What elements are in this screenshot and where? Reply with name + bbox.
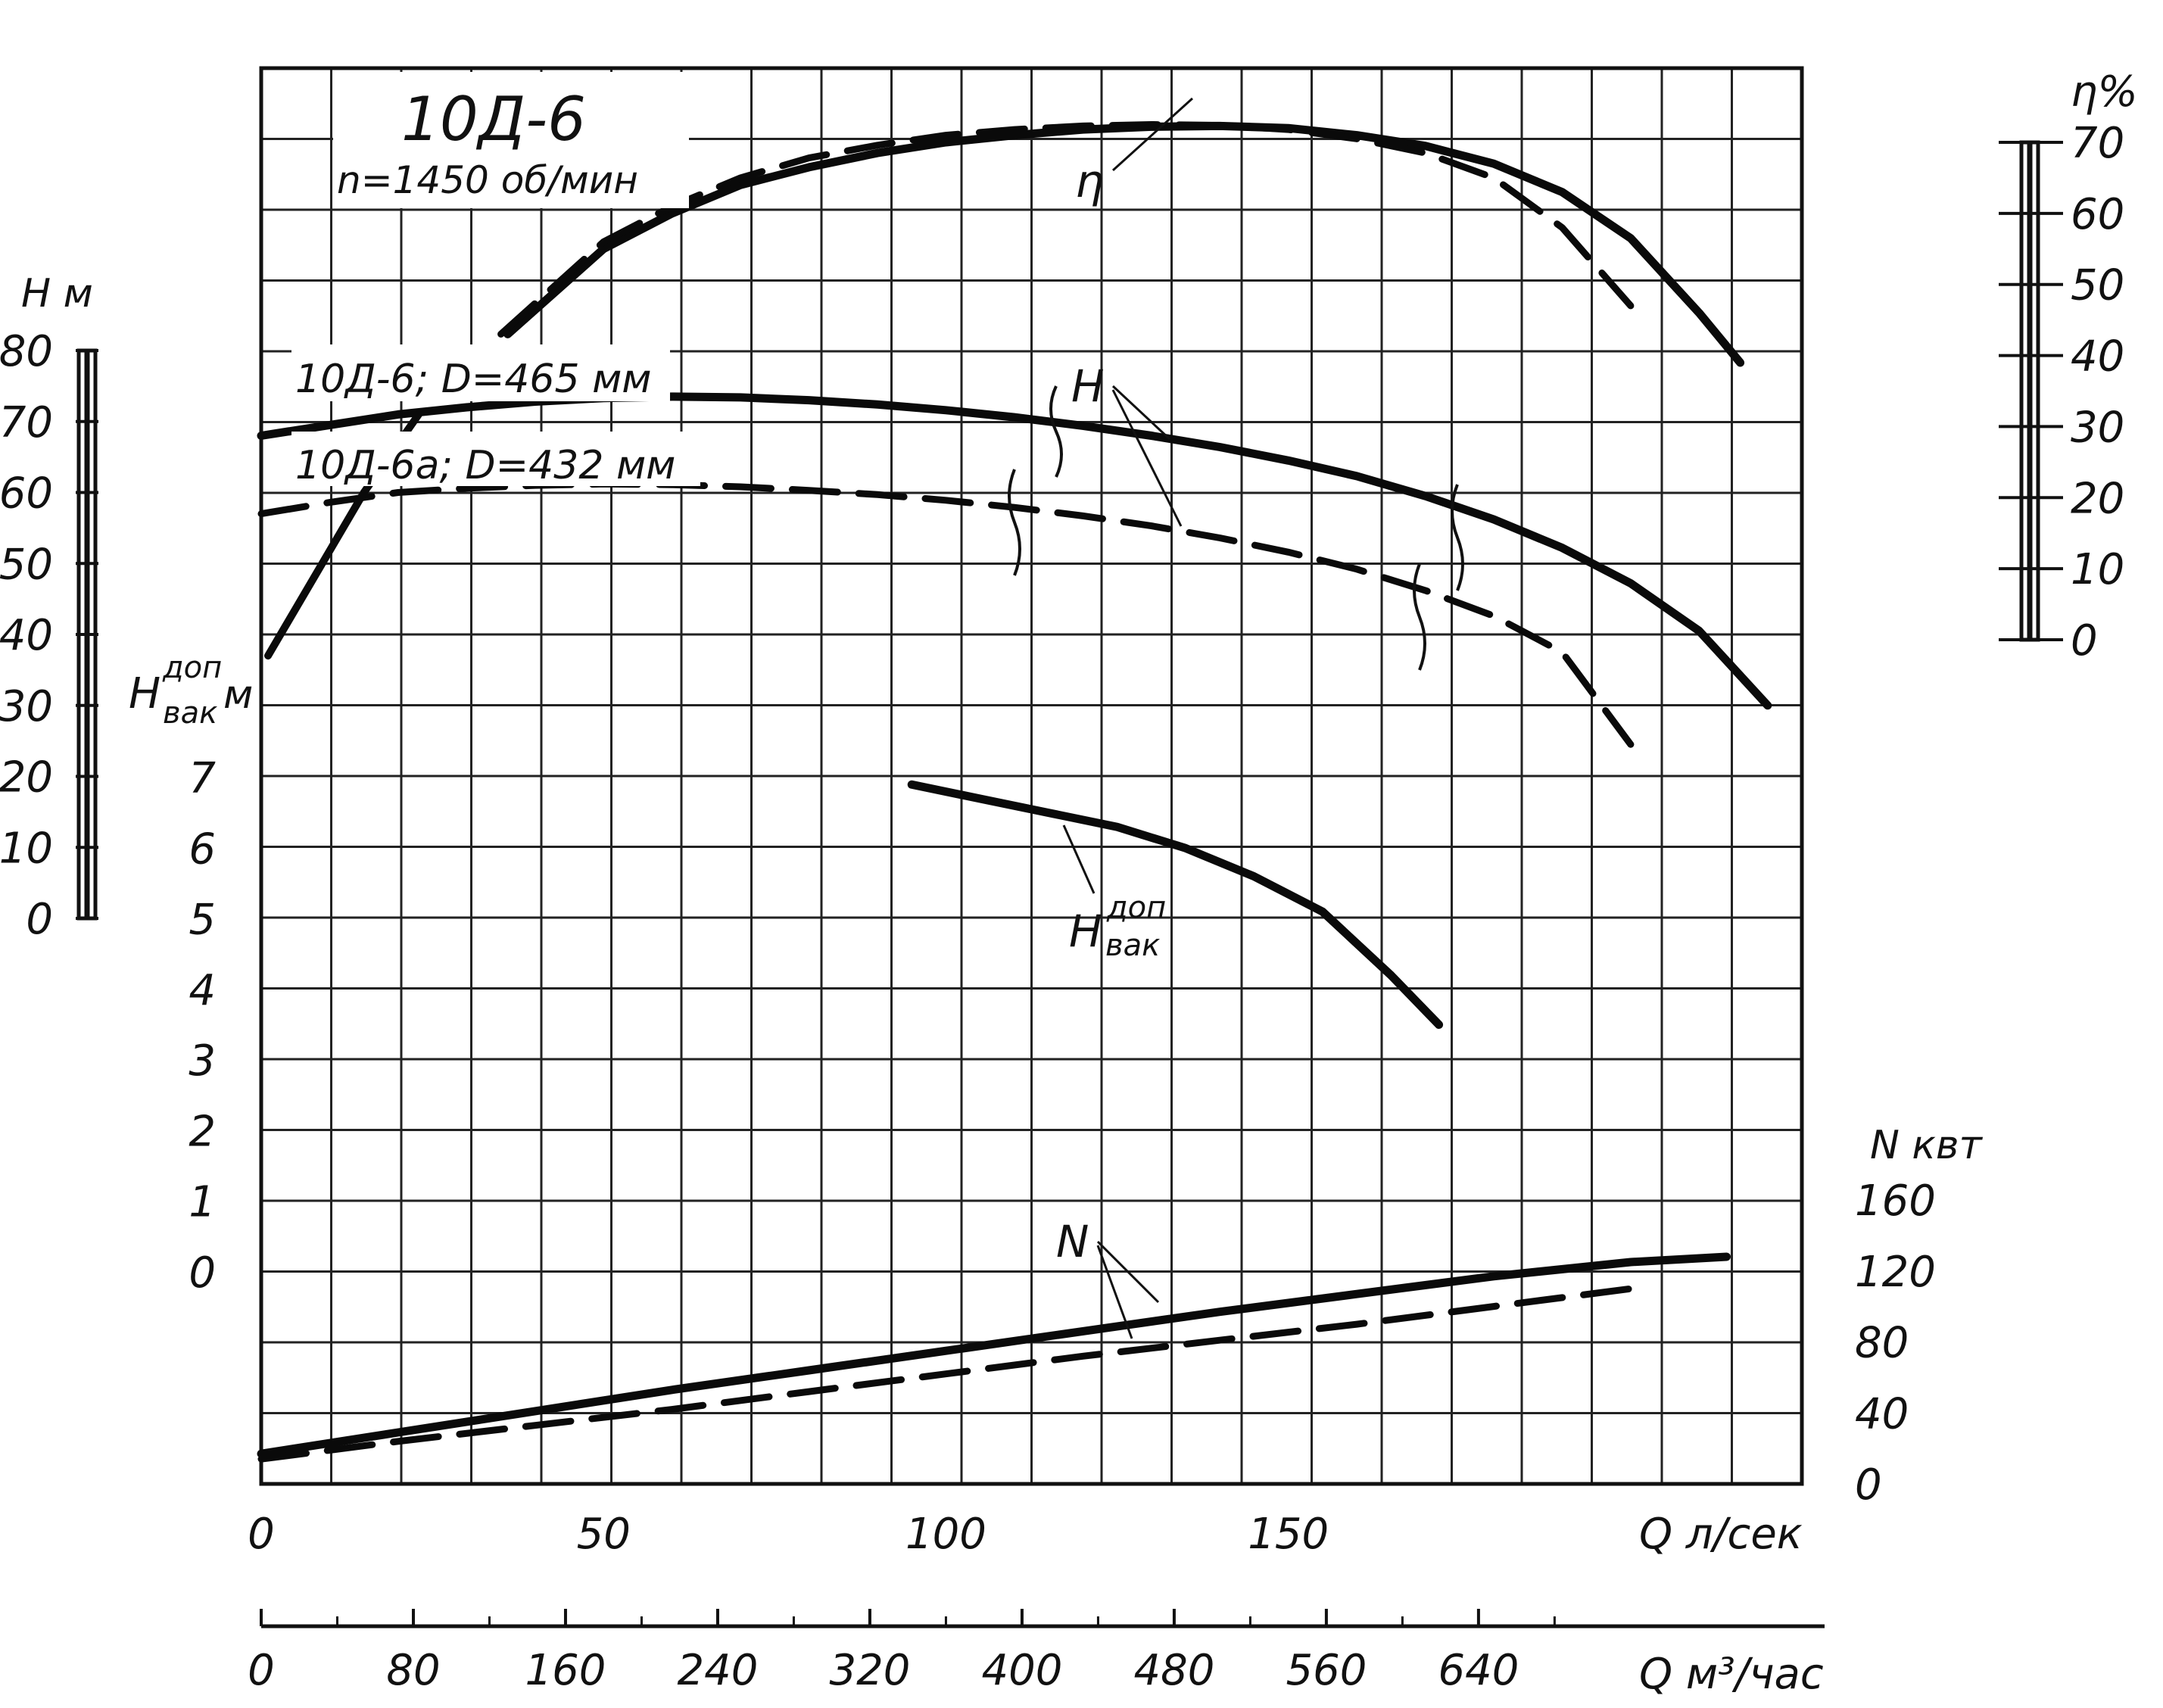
title-box [333,72,689,208]
plot-frame [259,66,1804,1486]
label-h: H [1071,360,1105,412]
h-ticks-label-2: 60 [0,469,53,519]
h-axis-ticks: 80 70 60 50 40 30 20 10 0 [0,327,98,944]
h-ticks-label-3: 50 [0,540,53,589]
x2-tick-2: 160 [525,1646,606,1695]
n-ticks-label-1: 120 [1855,1248,1936,1297]
h-ticks-label-8: 0 [26,895,53,944]
eta-ticks-label-5: 20 [2071,474,2124,523]
label-bg-465 [291,344,670,401]
label-bg-432 [291,432,700,486]
eta-axis-label: η% [2071,67,2138,117]
leader-n2 [1096,1245,1133,1339]
leader-h1 [1111,385,1171,441]
eta-ticks-label-3: 40 [2071,332,2124,382]
label-hvac-sub: вак [1105,928,1160,963]
series-line-0 [257,392,1772,710]
eta-ticks-label-1: 60 [2071,190,2124,239]
x2-tick-1: 80 [386,1646,440,1695]
hvac-ticks-label-2: 5 [189,896,216,945]
brace-4 [1413,563,1426,671]
hvac-axis-label-main: H [129,669,161,718]
leader-eta [1111,97,1194,172]
n-axis-ticks: 160 120 80 40 0 [1855,1177,1936,1510]
n-ticks-label-4: 0 [1855,1460,1882,1510]
eta-ticks-label-7: 0 [2071,616,2098,665]
label-eta: η [1075,155,1104,208]
x2-tick-7: 560 [1286,1646,1367,1695]
hvac-ticks-label-7: 0 [189,1248,216,1298]
curve-labels: 10Д-6; D=465 мм 10Д-6а; D=432 мм η H N H… [291,97,1464,1339]
x-tick-3: 150 [1248,1510,1329,1559]
x2-tick-6: 480 [1133,1646,1214,1695]
x2-axis-ticks: 0 80 160 240 320 400 480 560 640 [248,1609,1556,1695]
hvac-axis-label-unit: м [223,672,253,718]
x2-tick-8: 640 [1438,1646,1519,1695]
eta-ticks-label-6: 10 [2071,545,2124,594]
hvac-axis-ticks: 7 6 5 4 3 2 1 0 [189,754,216,1298]
x2-tick-3: 240 [678,1646,759,1695]
x2-axis-label: Q м³/час [1639,1650,1824,1699]
hvac-ticks-label-5: 2 [189,1107,216,1156]
label-10d6a: 10Д-6а; D=432 мм [295,443,675,488]
series-line-6 [257,1285,1635,1463]
x-axis-label: Q л/сек [1639,1510,1803,1559]
h-ticks-label-6: 20 [0,753,53,803]
hvac-ticks-label-6: 1 [189,1178,216,1227]
x-tick-2: 100 [905,1510,986,1559]
series-line-3 [497,121,1635,338]
x-tick-0: 0 [248,1510,275,1559]
eta-ticks-label-0: 70 [2071,119,2124,168]
h-ticks-label-4: 40 [0,611,53,660]
eta-ticks-label-4: 30 [2071,403,2124,452]
x2-tick-0: 0 [248,1646,275,1695]
leader-n1 [1096,1240,1160,1304]
h-ticks-label-0: 80 [0,327,53,376]
h-axis-label: H м [21,271,93,316]
hvac-ticks-label-0: 7 [189,754,216,803]
chart-subtitle: n=1450 об/мин [337,158,638,202]
n-ticks-label-0: 160 [1855,1177,1936,1226]
n-axis-label: N квт [1870,1123,1983,1168]
label-10d6: 10Д-6; D=465 мм [295,357,652,402]
leader-h2 [1111,389,1183,527]
label-hvac-sup: доп [1106,890,1166,925]
n-ticks-label-3: 40 [1855,1389,1909,1438]
x-axis-ticks: 0 50 100 150 [248,1510,1329,1559]
brace-3 [1451,484,1464,591]
series-line-1 [257,480,1635,748]
curves [257,121,1772,1463]
hvac-ticks-label-3: 4 [189,966,216,1015]
brace-2 [1008,469,1021,576]
hvac-ticks-label-1: 6 [189,824,216,874]
label-hvac-main: H [1069,905,1102,957]
x2-tick-4: 320 [830,1646,911,1695]
x2-tick-5: 400 [981,1646,1062,1695]
brace-1 [1049,385,1063,478]
label-n: N [1056,1216,1089,1267]
eta-ticks-label-2: 50 [2071,261,2124,310]
hvac-axis-label-sub: вак [163,696,217,731]
h-ticks-label-5: 30 [0,682,53,731]
series-line-5 [257,1252,1731,1458]
h-ticks-label-7: 10 [0,824,53,873]
x-tick-1: 50 [577,1510,631,1559]
h-ticks-label-1: 70 [0,398,53,447]
hvac-axis-label-sup: доп [162,650,222,685]
hvac-ticks-label-4: 3 [189,1036,216,1086]
eta-axis-ticks: 70 60 50 40 30 20 10 0 [1999,119,2124,665]
leader-hvac [1062,824,1096,894]
chart-title: 10Д-6 [401,84,586,154]
series-line-4 [907,780,1444,1029]
n-ticks-label-2: 80 [1855,1319,1909,1368]
